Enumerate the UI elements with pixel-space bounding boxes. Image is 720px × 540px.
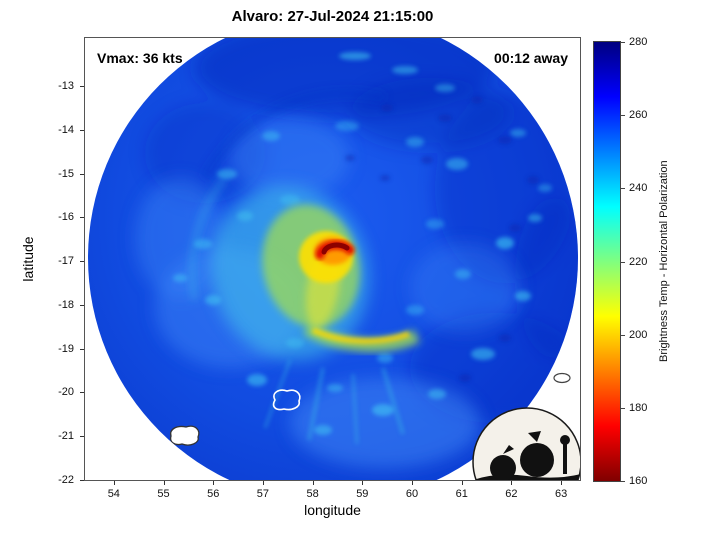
- swath-disc: [88, 38, 578, 480]
- y-axis: -13 -14 -15 -16 -17 -18 -19 -20 -21 -22: [0, 38, 84, 486]
- colorbar-tick-mark: [621, 261, 625, 263]
- x-tick-mark: [461, 481, 463, 485]
- colorbar-tick-label: 180: [629, 401, 648, 414]
- x-tick-label: 62: [505, 488, 518, 500]
- y-tick-label: -14: [58, 123, 74, 136]
- vmax-annotation: Vmax: 36 kts: [97, 50, 183, 66]
- x-tick-label: 56: [207, 488, 220, 500]
- y-tick-mark: [80, 348, 84, 350]
- contour-blob: [553, 372, 571, 384]
- x-tick-mark: [213, 481, 215, 485]
- y-tick-label: -16: [58, 211, 74, 224]
- x-tick-label: 55: [157, 488, 170, 500]
- x-tick-mark: [362, 481, 364, 485]
- colorbar-label: Brightness Temp - Horizontal Polarizatio…: [658, 160, 670, 363]
- colorbar-tick-label: 280: [629, 36, 648, 48]
- colorbar-tick-mark: [621, 334, 625, 336]
- x-tick-mark: [113, 481, 115, 485]
- y-tick-mark: [80, 217, 84, 219]
- x-tick-label: 57: [256, 488, 270, 500]
- x-tick-label: 59: [356, 488, 369, 500]
- contour-outline: [169, 425, 200, 446]
- y-tick-mark: [80, 480, 84, 481]
- cimss-logo: C I M S S: [472, 407, 580, 480]
- colorbar-gradient: [594, 42, 620, 481]
- colorbar-tick-label: 200: [629, 328, 648, 341]
- y-tick-mark: [80, 392, 84, 394]
- colorbar-tick-mark: [621, 42, 625, 43]
- x-tick-mark: [312, 481, 314, 485]
- y-tick-mark: [80, 86, 84, 88]
- x-tick-mark: [262, 481, 264, 485]
- y-tick-label: -22: [58, 474, 74, 486]
- colorbar-tick-mark: [621, 188, 625, 190]
- colorbar: [593, 41, 621, 482]
- x-axis: 54 55 56 57 58 59 60 61 62 63: [85, 481, 580, 507]
- x-tick-label: 63: [554, 488, 568, 500]
- y-tick-mark: [80, 304, 84, 306]
- colorbar-tick-label: 260: [629, 109, 648, 122]
- x-tick-mark: [511, 481, 513, 485]
- plot-area: C I M S S Vmax: 36 kts 00:12 away: [84, 37, 581, 481]
- chart-title: Alvaro: 27-Jul-2024 21:15:00: [231, 8, 434, 25]
- y-tick-label: -21: [58, 430, 74, 443]
- colorbar-tick-mark: [621, 407, 625, 409]
- x-tick-mark: [561, 481, 563, 485]
- x-axis-label: longitude: [304, 502, 361, 518]
- y-tick-mark: [80, 173, 84, 175]
- y-tick-mark: [80, 436, 84, 438]
- x-tick-label: 61: [455, 488, 468, 500]
- colorbar-tick-mark: [621, 481, 625, 482]
- y-tick-label: -17: [58, 255, 74, 268]
- colorbar-tick-label: 240: [629, 182, 648, 195]
- colorbar-ticks: 160 180 200 220 240 260 280: [621, 36, 661, 487]
- x-tick-mark: [163, 481, 165, 485]
- colorbar-tick-label: 220: [629, 255, 648, 268]
- time-away-annotation: 00:12 away: [494, 50, 568, 66]
- y-tick-label: -13: [58, 80, 74, 93]
- y-tick-mark: [80, 261, 84, 263]
- x-tick-label: 58: [306, 488, 319, 500]
- colorbar-tick-label: 160: [629, 475, 648, 487]
- y-tick-label: -15: [58, 167, 74, 180]
- x-tick-mark: [412, 481, 414, 485]
- storm-core: [210, 185, 420, 361]
- contour-outline: [272, 389, 301, 411]
- x-tick-label: 54: [107, 488, 120, 500]
- y-tick-label: -19: [58, 342, 74, 355]
- colorbar-tick-mark: [621, 115, 625, 117]
- y-tick-label: -20: [58, 386, 74, 399]
- y-tick-label: -18: [58, 298, 74, 311]
- y-tick-mark: [80, 129, 84, 131]
- x-tick-label: 60: [405, 488, 419, 500]
- brightness-temp-image: C I M S S: [88, 38, 580, 480]
